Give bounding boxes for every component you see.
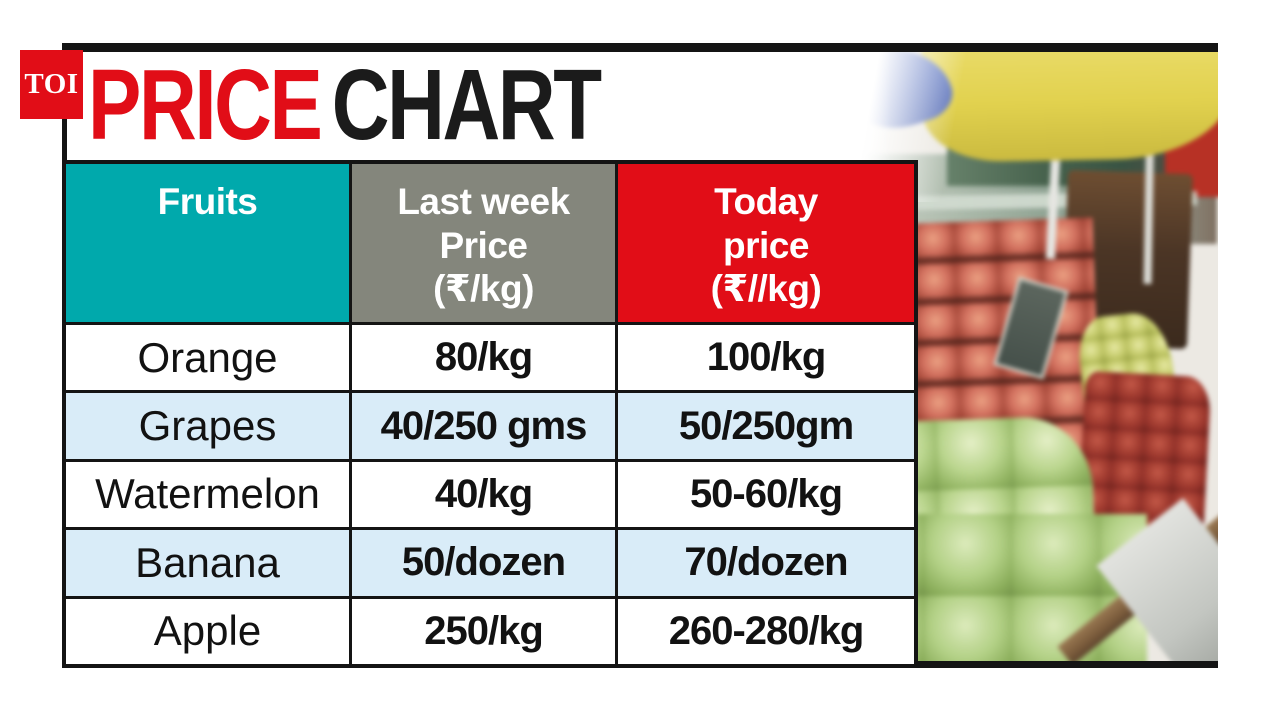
table-row-last-week: 50/dozen (352, 530, 615, 596)
table-row-today: 50/250gm (618, 393, 914, 459)
table-row-today: 100/kg (618, 325, 914, 391)
table-row-last-week: 250/kg (352, 598, 615, 664)
header-last-week-price: Last week Price (₹/kg) (352, 164, 615, 322)
header-fruits: Fruits (66, 164, 349, 322)
toi-logo-text: TOI (24, 68, 79, 100)
table-row-last-week: 40/kg (352, 461, 615, 528)
table-row-today: 50-60/kg (618, 461, 914, 528)
card-top-rule (62, 43, 1218, 52)
table-row-fruit: Apple (66, 598, 349, 664)
table-row-fruit: Orange (66, 325, 349, 391)
table-row-today: 260-280/kg (618, 598, 914, 664)
header-today-price: Today price (₹//kg) (618, 164, 914, 322)
table-row-fruit: Watermelon (66, 461, 349, 528)
title-word-price: PRICE (88, 49, 323, 161)
table-row-last-week: 40/250 gms (352, 393, 615, 459)
table-row-fruit: Banana (66, 530, 349, 596)
table-row-fruit: Grapes (66, 393, 349, 459)
table-row-last-week: 80/kg (352, 325, 615, 391)
price-table: Fruits Last week Price (₹/kg) Today pric… (62, 160, 918, 668)
toi-logo: TOI (20, 50, 83, 119)
page-title: PRICE CHART (88, 55, 728, 160)
table-row-today: 70/dozen (618, 530, 914, 596)
title-word-chart: CHART (331, 49, 602, 161)
